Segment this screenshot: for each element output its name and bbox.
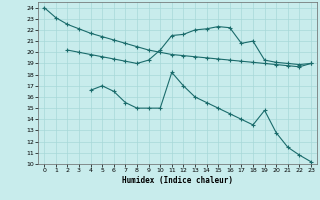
X-axis label: Humidex (Indice chaleur): Humidex (Indice chaleur) bbox=[122, 176, 233, 185]
